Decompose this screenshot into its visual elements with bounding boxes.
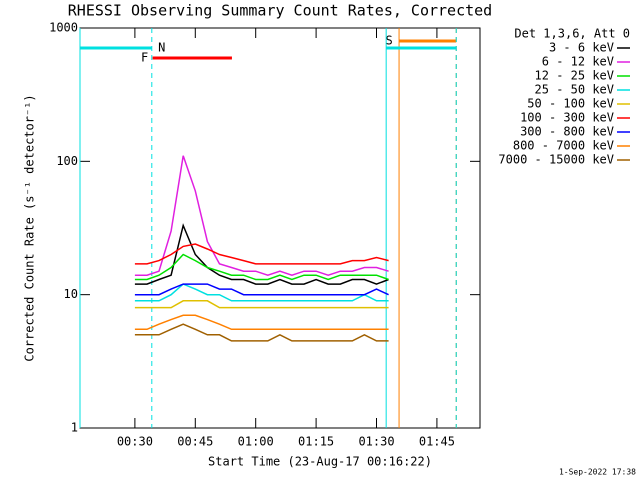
legend-label: 25 - 50 keV	[535, 83, 614, 97]
legend-label: 100 - 300 keV	[520, 111, 614, 125]
legend-label: 7000 - 15000 keV	[498, 153, 614, 167]
series-line	[134, 300, 389, 309]
y-tick-label: 1	[71, 421, 78, 435]
x-tick-label: 01:30	[358, 435, 394, 449]
series-line	[134, 253, 389, 281]
x-axis-label: Start Time (23-Aug-17 00:16:22)	[208, 455, 432, 469]
x-tick-label: 01:45	[419, 435, 455, 449]
flag-label: N	[158, 41, 165, 55]
flag-label: F	[141, 51, 148, 65]
flag-label: S	[385, 34, 392, 48]
y-axis-label: Corrected Count Rate (s⁻¹ detector⁻¹)	[23, 94, 37, 361]
y-tick-label: 1000	[49, 21, 78, 35]
x-tick-label: 01:00	[238, 435, 274, 449]
legend-label: 300 - 800 keV	[520, 125, 614, 139]
x-tick-label: 00:30	[117, 435, 153, 449]
series-line	[134, 283, 389, 302]
legend-label: 12 - 25 keV	[535, 69, 614, 83]
legend-label: 800 - 7000 keV	[513, 139, 614, 153]
series-line	[134, 283, 389, 296]
series-line	[134, 155, 389, 276]
y-tick-label: 100	[56, 154, 78, 168]
y-tick-label: 10	[64, 287, 78, 301]
series-line	[134, 323, 389, 342]
legend-label: 50 - 100 keV	[527, 97, 614, 111]
plot-frame	[79, 27, 481, 429]
legend-label: 3 - 6 keV	[549, 41, 614, 55]
series-line	[134, 314, 389, 331]
legend-label: 6 - 12 keV	[542, 55, 614, 69]
legend-title: Det 1,3,6, Att 0	[514, 27, 630, 41]
chart-title: RHESSI Observing Summary Count Rates, Co…	[68, 2, 492, 20]
x-tick-label: 00:45	[177, 435, 213, 449]
footer: 1-Sep-2022 17:38	[559, 468, 636, 477]
series-line	[134, 243, 389, 265]
x-tick-label: 01:15	[298, 435, 334, 449]
